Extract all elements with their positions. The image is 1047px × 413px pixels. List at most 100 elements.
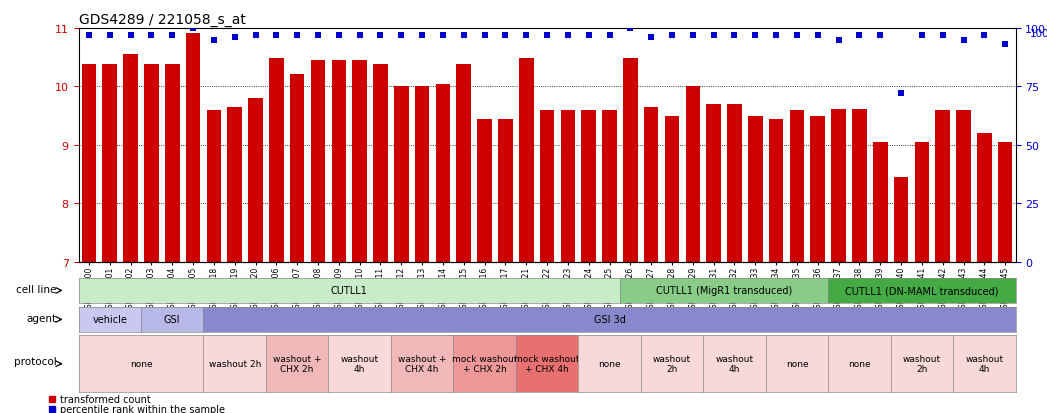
Point — [81, 33, 97, 39]
Bar — [665, 116, 680, 262]
Bar — [415, 87, 429, 262]
Bar — [477, 119, 492, 262]
Bar — [810, 116, 825, 262]
Bar — [206, 111, 221, 262]
Point — [163, 33, 180, 39]
Point — [455, 33, 472, 39]
Point — [143, 33, 160, 39]
Point — [767, 33, 784, 39]
Bar — [623, 59, 638, 262]
Bar — [748, 116, 762, 262]
Bar — [998, 142, 1012, 262]
Bar — [915, 142, 929, 262]
Point — [976, 33, 993, 39]
Point — [643, 35, 660, 42]
Bar — [332, 61, 347, 262]
Point — [518, 33, 535, 39]
Bar — [602, 111, 617, 262]
Point — [393, 33, 409, 39]
Text: GSI 3d: GSI 3d — [594, 315, 625, 325]
Bar — [144, 65, 159, 262]
Bar — [560, 111, 575, 262]
Text: protocol: protocol — [14, 356, 57, 366]
Point — [351, 33, 367, 39]
Bar — [852, 109, 867, 262]
Text: GSI: GSI — [164, 315, 180, 325]
Point — [226, 35, 243, 42]
Point — [184, 26, 201, 32]
Text: washout
4h: washout 4h — [965, 354, 1003, 373]
Text: none: none — [598, 359, 621, 368]
Point — [122, 33, 139, 39]
Bar — [894, 178, 909, 262]
Point — [538, 33, 555, 39]
Bar — [394, 87, 408, 262]
Point — [372, 33, 388, 39]
Bar — [185, 33, 200, 262]
Point — [580, 33, 597, 39]
Bar — [831, 109, 846, 262]
Point — [268, 33, 285, 39]
Bar — [498, 119, 513, 262]
Text: washout +
CHX 4h: washout + CHX 4h — [398, 354, 446, 373]
Text: washout
2h: washout 2h — [903, 354, 941, 373]
Text: agent: agent — [26, 313, 57, 323]
Point — [247, 33, 264, 39]
Point — [435, 33, 451, 39]
Point — [476, 33, 493, 39]
Point — [559, 33, 576, 39]
Point — [331, 33, 348, 39]
Point — [955, 37, 972, 44]
Point — [934, 33, 951, 39]
Bar — [269, 59, 284, 262]
Point — [664, 33, 681, 39]
Bar — [373, 65, 387, 262]
Point — [830, 37, 847, 44]
Bar — [768, 119, 783, 262]
Bar — [519, 59, 534, 262]
Bar — [707, 105, 721, 262]
Text: washout
4h: washout 4h — [340, 354, 379, 373]
Point — [726, 33, 742, 39]
Text: washout
4h: washout 4h — [715, 354, 754, 373]
Text: mock washout
+ CHX 2h: mock washout + CHX 2h — [452, 354, 517, 373]
Bar — [686, 87, 700, 262]
Text: washout
2h: washout 2h — [653, 354, 691, 373]
Text: CUTLL1: CUTLL1 — [331, 286, 367, 296]
Point — [788, 33, 805, 39]
Bar — [248, 99, 263, 262]
Text: GDS4289 / 221058_s_at: GDS4289 / 221058_s_at — [79, 12, 245, 26]
Point — [622, 26, 639, 32]
Point — [310, 33, 327, 39]
Bar — [935, 111, 950, 262]
Bar — [82, 65, 96, 262]
Text: none: none — [130, 359, 152, 368]
Text: washout +
CHX 2h: washout + CHX 2h — [273, 354, 321, 373]
Point — [893, 91, 910, 97]
Point — [747, 33, 763, 39]
Text: CUTLL1 (DN-MAML transduced): CUTLL1 (DN-MAML transduced) — [845, 286, 999, 296]
Bar — [353, 61, 366, 262]
Bar — [311, 61, 326, 262]
Bar — [728, 105, 741, 262]
Text: 100%: 100% — [1029, 29, 1047, 39]
Text: none: none — [785, 359, 808, 368]
Text: vehicle: vehicle — [92, 315, 127, 325]
Bar — [165, 65, 179, 262]
Text: transformed count: transformed count — [60, 394, 151, 404]
Text: none: none — [848, 359, 871, 368]
Bar — [873, 142, 888, 262]
Bar — [456, 65, 471, 262]
Bar — [581, 111, 596, 262]
Point — [809, 33, 826, 39]
Bar — [290, 74, 305, 262]
Bar — [227, 108, 242, 262]
Point — [685, 33, 701, 39]
Bar — [103, 65, 117, 262]
Point — [289, 33, 306, 39]
Bar — [977, 134, 992, 262]
Text: cell line: cell line — [16, 285, 57, 294]
Text: percentile rank within the sample: percentile rank within the sample — [60, 404, 225, 413]
Bar — [540, 111, 554, 262]
Point — [913, 33, 930, 39]
